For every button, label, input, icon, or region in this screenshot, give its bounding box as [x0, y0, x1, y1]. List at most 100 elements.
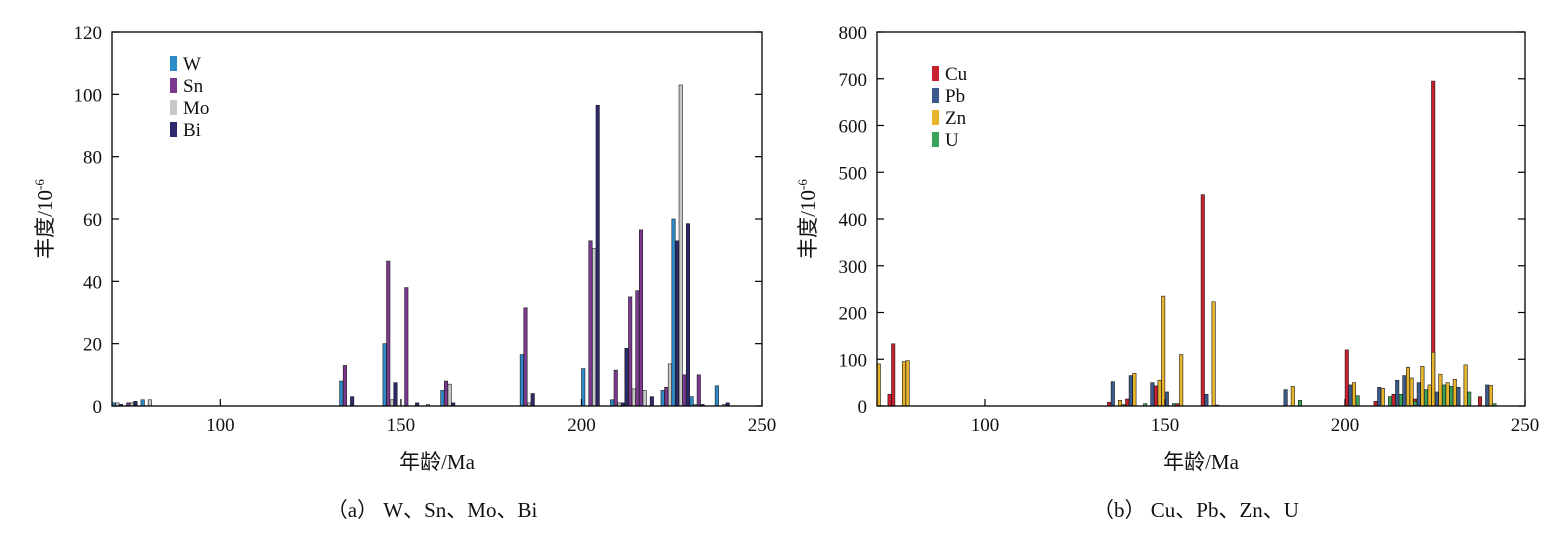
- chart-b-svg: 0 100 200 300 400 500 600 700 800 100 150 200 250 年龄/…: [795, 23, 1540, 522]
- chart-a-bar-mo-9: [631, 388, 636, 407]
- chart-b-bar-pb-10: [1416, 382, 1421, 407]
- chart-b-bar-u-12: [1467, 391, 1472, 407]
- chart-b-bar-zn-13: [1409, 377, 1414, 407]
- chart-b-legend-label-pb: Pb: [945, 86, 965, 107]
- chart-b-ytick-label-3: 300: [839, 257, 868, 278]
- chart-a-bar-sn-10: [635, 290, 640, 407]
- chart-a-bar-w-3: [382, 343, 387, 407]
- chart-a-bar-mo-2: [147, 399, 152, 407]
- chart-a-bar-sn-4: [404, 287, 409, 407]
- chart-b-bar-cu-12: [1477, 396, 1483, 407]
- chart-b-ylabel: 丰度/10-6: [795, 179, 820, 259]
- chart-a-bar-bi-11: [675, 240, 680, 407]
- chart-a-bar-bi-7: [595, 104, 600, 407]
- chart-a-bar-mo-11: [667, 363, 672, 407]
- chart-b-xtick-label-3: 250: [1511, 415, 1540, 436]
- chart-b-bar-pb-7: [1377, 386, 1382, 407]
- chart-b-bar-pb-1: [1128, 375, 1133, 407]
- chart-a-ytick-label-2: 40: [83, 272, 102, 293]
- chart-a-legend-label-mo: Mo: [183, 98, 209, 119]
- chart-a-svg: 0 20 40 60 80 100 120 100 150 200 250 年龄/Ma 丰度/10-6 W…: [32, 23, 777, 522]
- chart-b-bar-cu-8: [1373, 401, 1378, 407]
- chart-a-bar-w-5: [519, 354, 524, 407]
- chart-a-ylabel-exponent: -6: [32, 179, 47, 190]
- chart-a-bar-mo-12: [678, 84, 683, 407]
- chart-a-ylabel-main: 丰度/10: [33, 190, 57, 259]
- chart-b-bar-zn-2: [905, 360, 910, 407]
- chart-b: 0 100 200 300 400 500 600 700 800 100 150 200 250 年龄/…: [780, 0, 1561, 536]
- chart-a-bar-mo-10: [642, 390, 647, 407]
- chart-b-ylabel-main: 丰度/10: [796, 190, 820, 259]
- chart-a-legend-swatch-w: [170, 56, 177, 71]
- chart-b-bar-zn-19: [1452, 379, 1457, 407]
- chart-a-xtick-label-2: 200: [567, 415, 596, 436]
- chart-a-bar-sn-11: [639, 229, 644, 407]
- chart-a-ytick-label-1: 20: [83, 335, 102, 356]
- chart-b-bar-pb-8: [1395, 379, 1400, 407]
- chart-b-bar-pb-3: [1164, 391, 1169, 407]
- chart-b-bar-cu-9: [1391, 394, 1396, 407]
- chart-a-ytick-label-6: 120: [74, 23, 103, 44]
- chart-a-bar-sn-7: [588, 240, 593, 407]
- chart-a-bar-sn-6: [523, 307, 528, 407]
- chart-a-bar-bi-10: [649, 396, 654, 407]
- chart-b-bar-u-4: [1297, 400, 1303, 407]
- chart-b-bar-pb-9: [1402, 375, 1407, 407]
- chart-a-legend-label-sn: Sn: [183, 76, 204, 97]
- chart-b-ytick-label-0: 0: [858, 397, 868, 418]
- chart-a-bar-w-11: [689, 396, 694, 407]
- chart-b-legend-swatch-zn: [932, 110, 939, 125]
- chart-b-legend-label-cu: Cu: [945, 64, 968, 85]
- chart-b-bar-u-7: [1398, 394, 1403, 407]
- chart-b-bar-zn-16: [1431, 351, 1436, 407]
- chart-b-ytick-label-8: 800: [839, 23, 868, 44]
- chart-b-bar-zn-5: [1157, 379, 1162, 407]
- chart-b-bar-zn-17: [1438, 373, 1443, 407]
- chart-b-bar-pb-5: [1283, 389, 1288, 407]
- chart-b-legend-label-u: U: [945, 130, 959, 151]
- chart-b-bar-zn-18: [1445, 382, 1450, 407]
- chart-b-caption: （b） Cu、Pb、Zn、U: [1093, 498, 1299, 522]
- chart-b-bar-zn-21: [1488, 385, 1493, 407]
- chart-b-bar-pb-2: [1150, 382, 1155, 407]
- chart-a-bar-sn-3: [386, 260, 391, 407]
- chart-a-legend-label-w: W: [183, 54, 201, 75]
- chart-a-bar-sn-13: [682, 374, 687, 407]
- chart-a-bar-w-6: [581, 368, 586, 407]
- chart-a-bar-mo-7: [592, 248, 597, 407]
- chart-a-bar-w-2: [339, 380, 344, 407]
- chart-a-bar-sn-5: [444, 380, 449, 407]
- chart-a-bar-w-12: [714, 385, 719, 407]
- chart-b-bar-cu-6: [1200, 194, 1205, 407]
- chart-b-bar-cu-1: [891, 343, 896, 407]
- chart-b-bar-zn-1: [901, 361, 907, 407]
- chart-b-bar-cu-0: [887, 394, 892, 407]
- chart-b-bar-zn-8: [1211, 301, 1216, 407]
- chart-a-ytick-label-0: 0: [93, 397, 103, 418]
- chart-b-ytick-label-4: 400: [839, 210, 868, 231]
- chart-b-legend-label-zn: Zn: [945, 108, 967, 129]
- chart-b-bar-zn-12: [1405, 366, 1411, 407]
- chart-a-plot-frame: [111, 31, 763, 407]
- chart-a-bar-bi-6: [530, 393, 535, 407]
- chart-a-xtick-label-3: 250: [748, 415, 777, 436]
- chart-a-legend-label-bi: Bi: [183, 120, 201, 141]
- chart-b-bar-cu-3: [1125, 398, 1130, 407]
- chart-a-legend-swatch-sn: [170, 78, 177, 93]
- chart-b-bar-pb-4: [1204, 394, 1209, 407]
- chart-a-ytick-label-3: 60: [83, 210, 102, 231]
- chart-b-bar-pb-6: [1348, 384, 1353, 407]
- chart-b-ytick-label-6: 600: [839, 117, 868, 138]
- chart-b-legend-swatch-u: [932, 132, 939, 147]
- chart-b-ytick-label-1: 100: [839, 350, 868, 371]
- chart-a-xtick-label-0: 100: [206, 415, 235, 436]
- chart-b-bar-pb-11: [1434, 391, 1439, 407]
- chart-b-bar-u-9: [1423, 389, 1429, 407]
- chart-a-bar-sn-9: [628, 296, 633, 407]
- chart-b-xlabel: 年龄/Ma: [1163, 450, 1240, 474]
- chart-a-bar-bi-2: [350, 396, 355, 407]
- chart-b-bar-zn-20: [1463, 364, 1468, 407]
- chart-a-bar-w-10: [671, 218, 676, 407]
- chart-a-ytick-label-5: 100: [74, 85, 103, 106]
